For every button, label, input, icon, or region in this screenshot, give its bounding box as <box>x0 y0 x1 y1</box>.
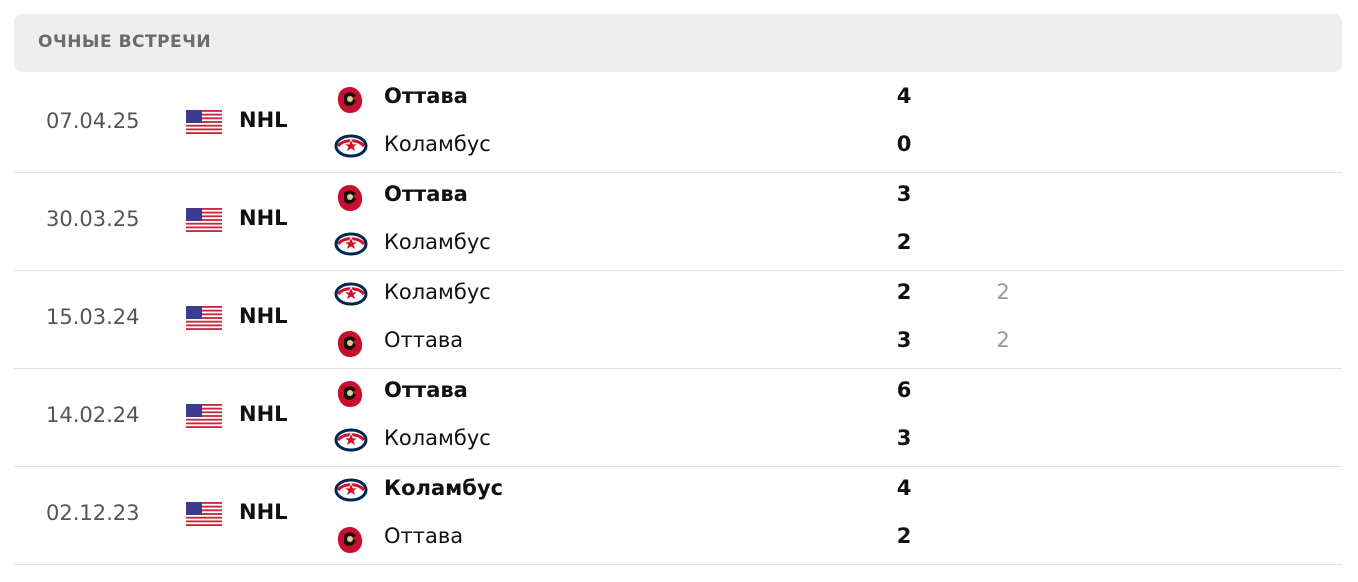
match-date: 15.03.24 <box>46 305 140 329</box>
match-date: 30.03.25 <box>46 207 140 231</box>
team-score: 3 <box>896 426 912 450</box>
team-score: 2 <box>896 230 912 254</box>
team-score: 3 <box>896 328 912 352</box>
country-flag <box>186 208 222 236</box>
section-title: ОЧНЫЕ ВСТРЕЧИ <box>38 32 212 52</box>
match-date: 14.02.24 <box>46 403 140 427</box>
team-score: 0 <box>896 132 912 156</box>
team-score: 6 <box>896 378 912 402</box>
match-row[interactable]: 15.03.24 NHL Коламбус 2 2 Оттава 3 2 <box>14 270 1342 369</box>
team-name: Коламбус <box>384 476 504 500</box>
match-date: 07.04.25 <box>46 109 140 133</box>
league-name: NHL <box>239 304 288 328</box>
team-logo <box>334 231 368 261</box>
team-score: 3 <box>896 182 912 206</box>
league-name: NHL <box>239 108 288 132</box>
country-flag <box>186 502 222 530</box>
team-logo <box>334 525 366 559</box>
team-logo <box>334 329 366 363</box>
match-row[interactable]: 02.12.23 NHL Коламбус 4 Оттава 2 <box>14 466 1342 565</box>
match-date: 02.12.23 <box>46 501 140 525</box>
section-header: ОЧНЫЕ ВСТРЕЧИ <box>14 14 1342 72</box>
league-name: NHL <box>239 206 288 230</box>
country-flag <box>186 110 222 138</box>
team-score: 2 <box>896 280 912 304</box>
team-logo <box>334 427 368 457</box>
team-logo <box>334 85 366 119</box>
team-name: Оттава <box>384 378 468 402</box>
team-logo <box>334 379 366 413</box>
team-name: Оттава <box>384 84 468 108</box>
team-name: Коламбус <box>384 132 491 156</box>
team-name: Оттава <box>384 182 468 206</box>
league-name: NHL <box>239 500 288 524</box>
period-score: 2 <box>996 280 1010 304</box>
team-logo <box>334 281 368 311</box>
team-logo <box>334 477 368 507</box>
country-flag <box>186 306 222 334</box>
team-name: Коламбус <box>384 280 491 304</box>
team-score: 4 <box>896 84 912 108</box>
match-row[interactable]: 14.02.24 NHL Оттава 6 Коламбус 3 <box>14 368 1342 467</box>
team-score: 4 <box>896 476 912 500</box>
team-name: Оттава <box>384 524 464 548</box>
period-score: 2 <box>996 328 1010 352</box>
match-row[interactable]: 30.03.25 NHL Оттава 3 Коламбус 2 <box>14 172 1342 271</box>
country-flag <box>186 404 222 432</box>
team-logo <box>334 133 368 163</box>
team-name: Коламбус <box>384 230 491 254</box>
team-score: 2 <box>896 524 912 548</box>
match-row[interactable]: 07.04.25 NHL Оттава 4 Коламбус 0 <box>14 74 1342 173</box>
team-name: Оттава <box>384 328 464 352</box>
team-name: Коламбус <box>384 426 491 450</box>
team-logo <box>334 183 366 217</box>
league-name: NHL <box>239 402 288 426</box>
